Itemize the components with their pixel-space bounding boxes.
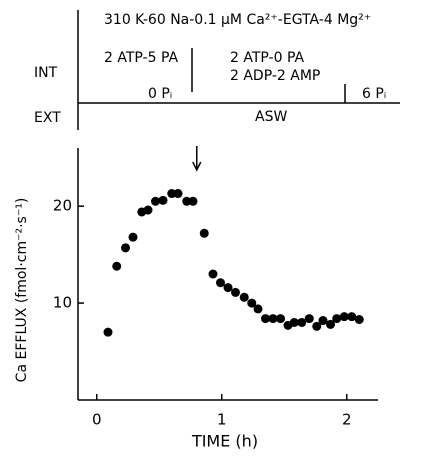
y-tick-label: 20 (53, 197, 72, 215)
x-tick-label: 0 (92, 411, 102, 429)
int-label: INT (34, 65, 58, 81)
data-point (188, 196, 198, 206)
ext-label: EXT (34, 110, 61, 126)
data-point (247, 298, 257, 308)
data-point (143, 205, 153, 215)
data-point (151, 196, 160, 206)
data-point (304, 314, 314, 324)
data-point (268, 314, 278, 324)
data-point (297, 317, 307, 327)
data-point (261, 314, 270, 324)
data-point (231, 287, 240, 297)
pi-label: 6 Pᵢ (362, 86, 386, 102)
ext-solution-label: ASW (255, 109, 287, 125)
data-point (332, 314, 342, 324)
data-point (173, 189, 183, 199)
data-point (312, 321, 322, 331)
arrow (192, 146, 202, 172)
phase-label: 2 ADP-2 AMP (230, 68, 320, 84)
data-point (216, 278, 225, 288)
data-point (276, 314, 285, 324)
solution-label: 310 K-60 Na-0.1 μM Ca²⁺-EGTA-4 Mg²⁺ (104, 12, 371, 28)
y-tick-label: 10 (53, 294, 72, 312)
protocol-diagram: 310 K-60 Na-0.1 μM Ca²⁺-EGTA-4 Mg²⁺ INT … (34, 10, 400, 130)
data-point (199, 228, 209, 238)
data-point (167, 189, 177, 199)
data-point (112, 261, 122, 271)
data-point (339, 312, 349, 322)
data-point (223, 283, 233, 293)
x-tick-label: 2 (342, 411, 352, 429)
x-tick-label: 1 (217, 411, 227, 429)
data-point (121, 243, 130, 253)
data-point (347, 312, 357, 322)
data-point (208, 269, 218, 279)
data-point (253, 304, 263, 314)
data-point (128, 232, 138, 242)
data-point (103, 327, 113, 337)
phase-label: 2 ATP-5 PA (104, 50, 178, 66)
phase-label: 2 ATP-0 PA (230, 50, 304, 66)
data-point (158, 195, 168, 205)
data-point (182, 196, 192, 206)
data-point (239, 292, 249, 302)
data-point (326, 319, 335, 329)
pi-label: 0 Pᵢ (148, 86, 172, 102)
data-point (318, 316, 328, 326)
data-point (289, 317, 299, 327)
data-point (354, 315, 364, 325)
y-axis-title: Ca EFFLUX (fmol·cm⁻²·s⁻¹) (14, 198, 30, 383)
x-axis-title: TIME (h) (191, 432, 258, 451)
